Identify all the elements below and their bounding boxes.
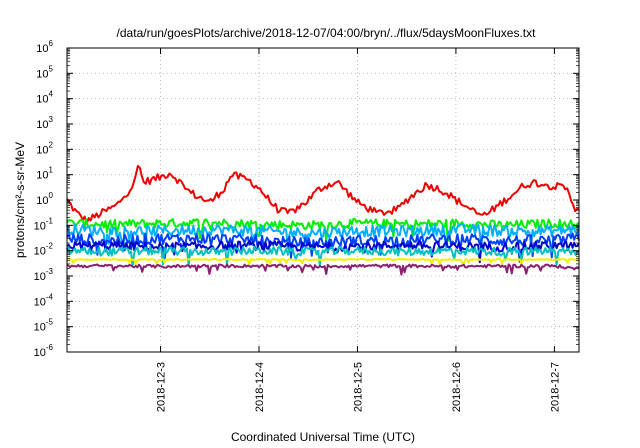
x-axis: 2018-12-3 2018-12-4 2018-12-5 2018-12-6 2018… <box>156 48 561 412</box>
y-tick-label: 100 <box>36 191 53 207</box>
y-tick-label: 10-2 <box>34 242 54 258</box>
series-line-0 <box>66 164 580 225</box>
series-line-4 <box>66 240 580 264</box>
x-tick-label: 2018-12-4 <box>254 362 266 412</box>
y-tick-label: 10-5 <box>34 318 54 334</box>
y-tick-label: 102 <box>36 140 53 156</box>
series-line-7 <box>66 263 580 276</box>
y-tick-label: 104 <box>36 90 53 106</box>
series-line-6 <box>66 257 580 266</box>
grid-lines <box>67 47 579 353</box>
y-axis: 10-6 10-5 10-4 10-3 10-2 10-1 100 101 102 103 104 1… <box>34 39 579 359</box>
y-tick-label: 10-4 <box>34 292 54 308</box>
y-tick-label: 105 <box>36 64 53 80</box>
x-tick-label: 2018-12-6 <box>451 362 463 412</box>
y-tick-label: 103 <box>36 115 53 131</box>
x-tick-label: 2018-12-5 <box>352 362 364 412</box>
y-axis-label: protons/cm²-s-sr-MeV <box>13 142 27 258</box>
series-line-1 <box>66 217 580 243</box>
x-tick-label: 2018-12-7 <box>549 362 561 412</box>
y-tick-label: 10-1 <box>34 216 54 232</box>
x-axis-label: Coordinated Universal Time (UTC) <box>231 430 415 444</box>
y-tick-label: 10-3 <box>34 267 54 283</box>
series-line-2 <box>66 223 580 253</box>
y-tick-label: 10-6 <box>34 343 54 359</box>
data-series <box>66 164 580 276</box>
series-line-5 <box>66 245 580 267</box>
chart-title: /data/run/goesPlots/archive/2018-12-07/0… <box>117 26 537 40</box>
x-tick-label: 2018-12-3 <box>156 362 168 412</box>
series-line-3 <box>66 232 580 259</box>
y-tick-label: 101 <box>36 166 53 182</box>
y-tick-label: 106 <box>36 39 53 55</box>
